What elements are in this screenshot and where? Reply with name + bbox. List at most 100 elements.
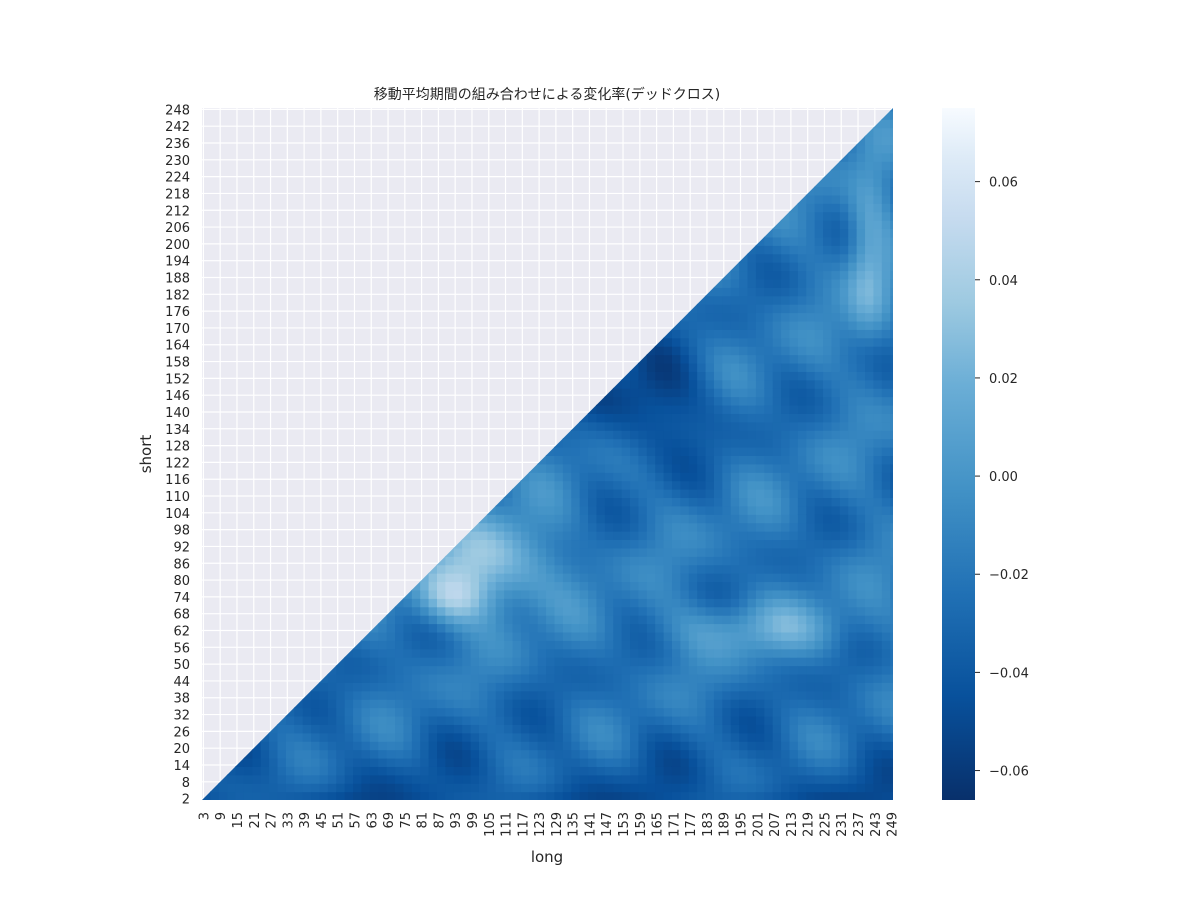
- heatmap-cell: [378, 640, 388, 650]
- heatmap-cell: [504, 589, 514, 599]
- heatmap-cell: [806, 304, 816, 314]
- heatmap-cell: [520, 673, 530, 683]
- heatmap-cell: [353, 724, 363, 734]
- heatmap-cell: [823, 396, 833, 406]
- heatmap-cell: [856, 732, 866, 742]
- heatmap-cell: [890, 564, 893, 574]
- heatmap-cell: [764, 623, 774, 633]
- heatmap-cell: [823, 320, 833, 330]
- heatmap-cell: [638, 430, 648, 440]
- heatmap-cell: [814, 312, 824, 322]
- heatmap-cell: [747, 438, 757, 448]
- heatmap-cell: [772, 362, 782, 372]
- y-tick-label: 134: [165, 423, 190, 438]
- heatmap-cell: [621, 766, 631, 776]
- heatmap-cell: [462, 732, 472, 742]
- heatmap-cell: [797, 640, 807, 650]
- heatmap-cell: [713, 690, 723, 700]
- heatmap-cell: [865, 665, 875, 675]
- heatmap-cell: [772, 430, 782, 440]
- heatmap-cell: [730, 447, 740, 456]
- heatmap-cell: [596, 783, 606, 793]
- heatmap-cell: [621, 699, 631, 709]
- heatmap-cell: [848, 791, 858, 800]
- heatmap-cell: [361, 791, 371, 800]
- heatmap-cell: [873, 354, 883, 364]
- heatmap-cell: [630, 379, 640, 389]
- heatmap-cell: [713, 472, 723, 482]
- heatmap-cell: [562, 631, 572, 641]
- heatmap-cell: [705, 346, 715, 356]
- heatmap-cell: [814, 396, 824, 406]
- heatmap-cell: [420, 589, 430, 599]
- heatmap-cell: [495, 539, 505, 549]
- heatmap-cell: [562, 531, 572, 541]
- heatmap-cell: [697, 657, 707, 667]
- heatmap-cell: [680, 791, 690, 800]
- heatmap-cell: [781, 665, 791, 675]
- heatmap-cell: [739, 489, 749, 499]
- heatmap-cell: [839, 430, 849, 440]
- heatmap-cell: [621, 514, 631, 524]
- heatmap-cell: [865, 657, 875, 667]
- y-tick-label: 116: [165, 473, 190, 488]
- heatmap-cell: [856, 522, 866, 532]
- heatmap-cell: [755, 564, 765, 574]
- heatmap-cell: [755, 724, 765, 734]
- heatmap-cell: [839, 724, 849, 734]
- heatmap-cell: [814, 295, 824, 305]
- heatmap-cell: [260, 766, 270, 776]
- heatmap-cell: [395, 673, 405, 683]
- heatmap-cell: [588, 463, 598, 473]
- heatmap-cell: [697, 346, 707, 356]
- heatmap-cell: [705, 354, 715, 364]
- heatmap-cell: [621, 774, 631, 784]
- heatmap-cell: [797, 270, 807, 280]
- heatmap-cell: [814, 270, 824, 280]
- heatmap-cell: [411, 749, 421, 759]
- heatmap-cell: [865, 152, 875, 162]
- heatmap-cell: [755, 337, 765, 347]
- x-tick-label: 45: [315, 812, 330, 829]
- heatmap-cell: [680, 522, 690, 532]
- heatmap-cell: [739, 404, 749, 414]
- heatmap-cell: [504, 522, 514, 532]
- heatmap-cell: [739, 732, 749, 742]
- heatmap-cell: [596, 615, 606, 625]
- heatmap-cell: [579, 497, 589, 507]
- heatmap-cell: [739, 631, 749, 641]
- heatmap-cell: [646, 388, 656, 398]
- heatmap-cell: [890, 430, 893, 440]
- heatmap-cell: [890, 194, 893, 204]
- heatmap-cell: [554, 673, 564, 683]
- heatmap-cell: [613, 724, 623, 734]
- heatmap-cell: [546, 699, 556, 709]
- heatmap-cell: [881, 228, 891, 238]
- heatmap-cell: [739, 287, 749, 297]
- heatmap-cell: [680, 312, 690, 322]
- heatmap-cell: [353, 774, 363, 784]
- heatmap-cell: [554, 556, 564, 566]
- heatmap-cell: [546, 463, 556, 473]
- heatmap-cell: [823, 421, 833, 431]
- heatmap-cell: [520, 606, 530, 616]
- heatmap-cell: [571, 631, 581, 641]
- heatmap-cell: [831, 404, 841, 414]
- heatmap-cell: [663, 388, 673, 398]
- heatmap-cell: [713, 337, 723, 347]
- heatmap-cell: [823, 463, 833, 473]
- heatmap-cell: [789, 278, 799, 288]
- heatmap-cell: [529, 564, 539, 574]
- heatmap-cell: [663, 623, 673, 633]
- heatmap-cell: [823, 505, 833, 515]
- heatmap-cell: [755, 648, 765, 658]
- heatmap-cell: [806, 783, 816, 793]
- heatmap-cell: [705, 421, 715, 431]
- heatmap-cell: [613, 598, 623, 608]
- heatmap-cell: [697, 362, 707, 372]
- heatmap-cell: [529, 673, 539, 683]
- heatmap-cell: [353, 682, 363, 692]
- heatmap-cell: [789, 648, 799, 658]
- heatmap-cell: [730, 262, 740, 272]
- heatmap-cell: [755, 379, 765, 389]
